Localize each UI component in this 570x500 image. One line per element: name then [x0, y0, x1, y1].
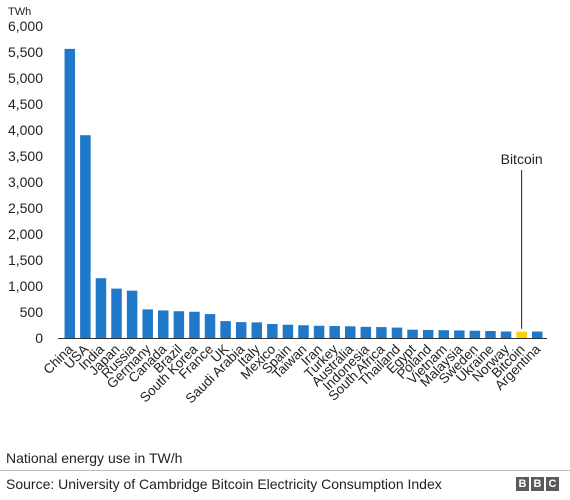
y-tick-label: 4,000 [8, 122, 43, 138]
x-axis-category-labels: ChinaUSAIndiaJapanRussiaGermanyCanadaBra… [40, 341, 543, 406]
bar-france [204, 314, 216, 338]
bar-japan [111, 288, 122, 338]
chart-caption: National energy use in TW/h [6, 450, 183, 466]
bar-bitcoin [516, 331, 527, 338]
bar-poland [422, 329, 434, 338]
y-tick-label: 2,000 [8, 226, 43, 242]
y-tick-label: 6,000 [8, 18, 43, 34]
source-note: Source: University of Cambridge Bitcoin … [6, 476, 442, 492]
bar-usa [80, 135, 91, 338]
bar-india [95, 278, 107, 338]
bbc-logo-block: B [516, 477, 529, 491]
bitcoin-annotation: Bitcoin [501, 151, 543, 329]
bar-iran [313, 325, 325, 338]
bar-norway [500, 331, 512, 338]
bar-malaysia [454, 330, 465, 338]
bar-indonesia [360, 326, 372, 338]
bar-sweden [469, 330, 481, 338]
bar-thailand [391, 327, 403, 338]
y-tick-label: 3,000 [8, 174, 43, 190]
bar-uk [220, 321, 231, 338]
bar-spain [282, 324, 294, 338]
bar-australia [344, 326, 356, 338]
bar-brazil [173, 311, 185, 338]
y-tick-label: 2,500 [8, 200, 43, 216]
y-tick-label: 4,500 [8, 96, 43, 112]
bar-egypt [407, 329, 418, 338]
y-axis-unit-label: TWh [8, 6, 31, 18]
bar-vietnam [438, 330, 449, 338]
bar-italy [251, 322, 263, 338]
y-tick-label: 0 [35, 330, 43, 346]
y-tick-label: 5,000 [8, 70, 43, 86]
bar-south-korea [189, 311, 200, 338]
bar-mexico [267, 323, 278, 338]
bar-canada [158, 310, 169, 338]
bar-south-africa [376, 327, 387, 338]
bbc-logo-block: C [546, 477, 559, 491]
bar-taiwan [298, 325, 309, 338]
bar-argentina [531, 331, 543, 338]
y-tick-label: 1,500 [8, 252, 43, 268]
bar-germany [142, 309, 153, 338]
annotation-label: Bitcoin [501, 151, 543, 167]
bar-saudi-arabia [235, 322, 247, 338]
bars [64, 48, 543, 338]
bar-chart: TWh 0 500 1,000 1,500 2,000 2,500 3,000 3,500 4,… [8, 6, 547, 406]
y-tick-label: 5,500 [8, 44, 43, 60]
bbc-logo-block: B [531, 477, 544, 491]
footer-divider [0, 470, 570, 471]
y-tick-label: 1,000 [8, 278, 43, 294]
bar-ukraine [485, 330, 496, 338]
y-tick-label: 500 [20, 304, 44, 320]
bar-china [64, 48, 76, 338]
bbc-logo: B B C [516, 477, 559, 491]
bar-russia [126, 290, 138, 338]
bar-turkey [329, 326, 340, 338]
y-axis-ticks: 0 500 1,000 1,500 2,000 2,500 3,000 3,500 4,000 4… [8, 18, 43, 346]
y-tick-label: 3,500 [8, 148, 43, 164]
